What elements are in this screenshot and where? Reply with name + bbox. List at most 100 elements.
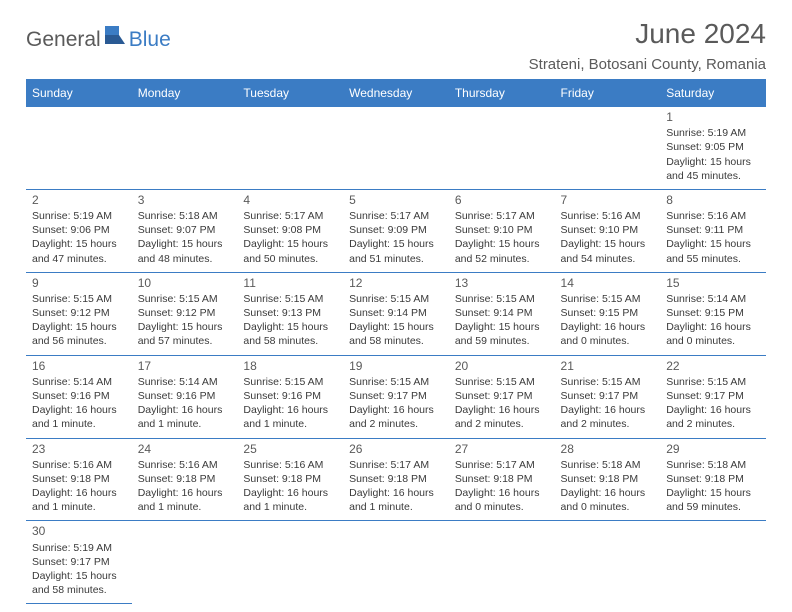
day-number: 13 bbox=[455, 275, 549, 291]
calendar-day-cell: 30Sunrise: 5:19 AMSunset: 9:17 PMDayligh… bbox=[26, 521, 132, 604]
calendar-week-row: 16Sunrise: 5:14 AMSunset: 9:16 PMDayligh… bbox=[26, 355, 766, 438]
daylight-text: Daylight: 16 hours and 1 minute. bbox=[32, 403, 126, 431]
daylight-text: Daylight: 16 hours and 1 minute. bbox=[138, 486, 232, 514]
sunset-text: Sunset: 9:17 PM bbox=[32, 555, 126, 569]
calendar-day-cell: 17Sunrise: 5:14 AMSunset: 9:16 PMDayligh… bbox=[132, 355, 238, 438]
sunrise-text: Sunrise: 5:17 AM bbox=[349, 209, 443, 223]
sunset-text: Sunset: 9:11 PM bbox=[666, 223, 760, 237]
calendar-day-cell: 15Sunrise: 5:14 AMSunset: 9:15 PMDayligh… bbox=[660, 272, 766, 355]
calendar-day-cell: 22Sunrise: 5:15 AMSunset: 9:17 PMDayligh… bbox=[660, 355, 766, 438]
daylight-text: Daylight: 15 hours and 45 minutes. bbox=[666, 155, 760, 183]
daylight-text: Daylight: 16 hours and 0 minutes. bbox=[455, 486, 549, 514]
day-number: 10 bbox=[138, 275, 232, 291]
title-block: June 2024 Strateni, Botosani County, Rom… bbox=[529, 18, 766, 73]
calendar-day-cell: 14Sunrise: 5:15 AMSunset: 9:15 PMDayligh… bbox=[555, 272, 661, 355]
sunrise-text: Sunrise: 5:15 AM bbox=[561, 292, 655, 306]
sunrise-text: Sunrise: 5:15 AM bbox=[455, 292, 549, 306]
day-number: 25 bbox=[243, 441, 337, 457]
calendar-day-cell bbox=[237, 107, 343, 189]
day-number: 29 bbox=[666, 441, 760, 457]
calendar-day-cell: 2Sunrise: 5:19 AMSunset: 9:06 PMDaylight… bbox=[26, 189, 132, 272]
sunset-text: Sunset: 9:16 PM bbox=[138, 389, 232, 403]
daylight-text: Daylight: 15 hours and 57 minutes. bbox=[138, 320, 232, 348]
calendar-day-cell: 16Sunrise: 5:14 AMSunset: 9:16 PMDayligh… bbox=[26, 355, 132, 438]
calendar-day-cell bbox=[343, 521, 449, 604]
day-number: 16 bbox=[32, 358, 126, 374]
daylight-text: Daylight: 16 hours and 0 minutes. bbox=[561, 320, 655, 348]
calendar-day-cell: 27Sunrise: 5:17 AMSunset: 9:18 PMDayligh… bbox=[449, 438, 555, 521]
day-number: 8 bbox=[666, 192, 760, 208]
day-number: 21 bbox=[561, 358, 655, 374]
sunset-text: Sunset: 9:12 PM bbox=[32, 306, 126, 320]
sunrise-text: Sunrise: 5:15 AM bbox=[561, 375, 655, 389]
calendar-week-row: 9Sunrise: 5:15 AMSunset: 9:12 PMDaylight… bbox=[26, 272, 766, 355]
daylight-text: Daylight: 16 hours and 1 minute. bbox=[349, 486, 443, 514]
logo-flag-icon bbox=[105, 26, 127, 49]
daylight-text: Daylight: 15 hours and 55 minutes. bbox=[666, 237, 760, 265]
calendar-day-cell bbox=[449, 521, 555, 604]
daylight-text: Daylight: 15 hours and 58 minutes. bbox=[243, 320, 337, 348]
daylight-text: Daylight: 16 hours and 2 minutes. bbox=[666, 403, 760, 431]
day-number: 14 bbox=[561, 275, 655, 291]
day-number: 23 bbox=[32, 441, 126, 457]
sunset-text: Sunset: 9:17 PM bbox=[349, 389, 443, 403]
daylight-text: Daylight: 15 hours and 58 minutes. bbox=[349, 320, 443, 348]
weekday-header: Tuesday bbox=[237, 79, 343, 107]
sunrise-text: Sunrise: 5:16 AM bbox=[32, 458, 126, 472]
sunset-text: Sunset: 9:10 PM bbox=[455, 223, 549, 237]
day-number: 3 bbox=[138, 192, 232, 208]
calendar-day-cell: 11Sunrise: 5:15 AMSunset: 9:13 PMDayligh… bbox=[237, 272, 343, 355]
sunrise-text: Sunrise: 5:17 AM bbox=[455, 209, 549, 223]
sunset-text: Sunset: 9:18 PM bbox=[243, 472, 337, 486]
sunset-text: Sunset: 9:15 PM bbox=[561, 306, 655, 320]
calendar-day-cell: 26Sunrise: 5:17 AMSunset: 9:18 PMDayligh… bbox=[343, 438, 449, 521]
sunrise-text: Sunrise: 5:16 AM bbox=[243, 458, 337, 472]
sunset-text: Sunset: 9:17 PM bbox=[455, 389, 549, 403]
sunrise-text: Sunrise: 5:15 AM bbox=[349, 292, 443, 306]
calendar-week-row: 30Sunrise: 5:19 AMSunset: 9:17 PMDayligh… bbox=[26, 521, 766, 604]
sunrise-text: Sunrise: 5:18 AM bbox=[561, 458, 655, 472]
day-number: 2 bbox=[32, 192, 126, 208]
sunset-text: Sunset: 9:16 PM bbox=[243, 389, 337, 403]
day-number: 6 bbox=[455, 192, 549, 208]
weekday-header: Monday bbox=[132, 79, 238, 107]
day-number: 27 bbox=[455, 441, 549, 457]
calendar-day-cell: 25Sunrise: 5:16 AMSunset: 9:18 PMDayligh… bbox=[237, 438, 343, 521]
calendar-day-cell: 20Sunrise: 5:15 AMSunset: 9:17 PMDayligh… bbox=[449, 355, 555, 438]
calendar-day-cell: 4Sunrise: 5:17 AMSunset: 9:08 PMDaylight… bbox=[237, 189, 343, 272]
sunrise-text: Sunrise: 5:17 AM bbox=[243, 209, 337, 223]
calendar-day-cell bbox=[237, 521, 343, 604]
sunrise-text: Sunrise: 5:19 AM bbox=[32, 209, 126, 223]
day-number: 20 bbox=[455, 358, 549, 374]
calendar-day-cell bbox=[132, 107, 238, 189]
daylight-text: Daylight: 15 hours and 59 minutes. bbox=[455, 320, 549, 348]
sunset-text: Sunset: 9:10 PM bbox=[561, 223, 655, 237]
daylight-text: Daylight: 16 hours and 2 minutes. bbox=[349, 403, 443, 431]
weekday-header: Friday bbox=[555, 79, 661, 107]
header: General Blue June 2024 Strateni, Botosan… bbox=[26, 18, 766, 73]
sunset-text: Sunset: 9:06 PM bbox=[32, 223, 126, 237]
day-number: 11 bbox=[243, 275, 337, 291]
calendar-day-cell bbox=[26, 107, 132, 189]
calendar-day-cell: 5Sunrise: 5:17 AMSunset: 9:09 PMDaylight… bbox=[343, 189, 449, 272]
day-number: 24 bbox=[138, 441, 232, 457]
calendar-day-cell: 23Sunrise: 5:16 AMSunset: 9:18 PMDayligh… bbox=[26, 438, 132, 521]
sunset-text: Sunset: 9:17 PM bbox=[666, 389, 760, 403]
daylight-text: Daylight: 16 hours and 0 minutes. bbox=[561, 486, 655, 514]
sunset-text: Sunset: 9:13 PM bbox=[243, 306, 337, 320]
sunset-text: Sunset: 9:07 PM bbox=[138, 223, 232, 237]
sunset-text: Sunset: 9:14 PM bbox=[455, 306, 549, 320]
calendar-day-cell: 24Sunrise: 5:16 AMSunset: 9:18 PMDayligh… bbox=[132, 438, 238, 521]
sunrise-text: Sunrise: 5:15 AM bbox=[349, 375, 443, 389]
day-number: 15 bbox=[666, 275, 760, 291]
sunrise-text: Sunrise: 5:15 AM bbox=[243, 375, 337, 389]
daylight-text: Daylight: 16 hours and 1 minute. bbox=[243, 486, 337, 514]
sunrise-text: Sunrise: 5:15 AM bbox=[138, 292, 232, 306]
sunrise-text: Sunrise: 5:15 AM bbox=[32, 292, 126, 306]
daylight-text: Daylight: 16 hours and 0 minutes. bbox=[666, 320, 760, 348]
sunset-text: Sunset: 9:08 PM bbox=[243, 223, 337, 237]
daylight-text: Daylight: 15 hours and 51 minutes. bbox=[349, 237, 443, 265]
day-number: 17 bbox=[138, 358, 232, 374]
sunset-text: Sunset: 9:12 PM bbox=[138, 306, 232, 320]
logo: General Blue bbox=[26, 26, 171, 53]
